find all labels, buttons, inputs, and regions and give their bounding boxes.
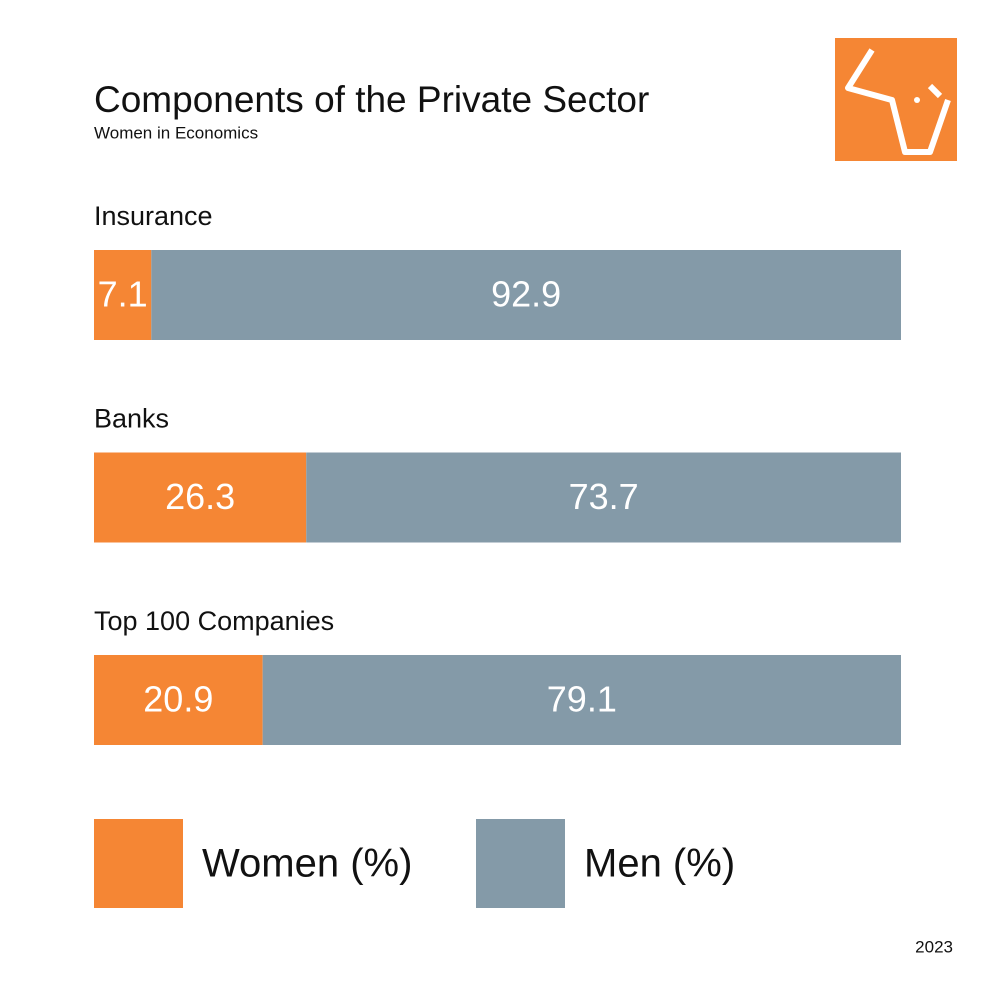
value-label: 26.3 [165, 476, 235, 517]
logo-stroke [927, 83, 943, 99]
bar-segment [262, 655, 902, 745]
chart-subtitle: Women in Economics [94, 123, 258, 142]
legend-swatch [94, 819, 183, 908]
logo-background [835, 38, 957, 161]
legend-label: Men (%) [584, 842, 735, 886]
legend-label: Women (%) [202, 842, 412, 886]
footnote: 2023 [915, 937, 953, 956]
bar-segment [306, 452, 902, 543]
value-label: 92.9 [491, 274, 561, 315]
category-label: Banks [94, 404, 169, 434]
bar-segment [94, 452, 307, 543]
value-label: 20.9 [143, 679, 213, 720]
logo [835, 38, 957, 161]
bar-segment [94, 250, 152, 340]
logo-dot [914, 97, 920, 103]
bar-segment [151, 250, 901, 340]
value-label: 73.7 [569, 476, 639, 517]
category-label: Top 100 Companies [94, 606, 334, 636]
logo-shape [845, 48, 951, 155]
value-label: 7.1 [98, 274, 148, 315]
category-label: Insurance [94, 201, 213, 231]
value-label: 79.1 [547, 679, 617, 720]
legend-swatch [476, 819, 565, 908]
chart-title: Components of the Private Sector [94, 79, 649, 120]
bar-segment [94, 655, 263, 745]
